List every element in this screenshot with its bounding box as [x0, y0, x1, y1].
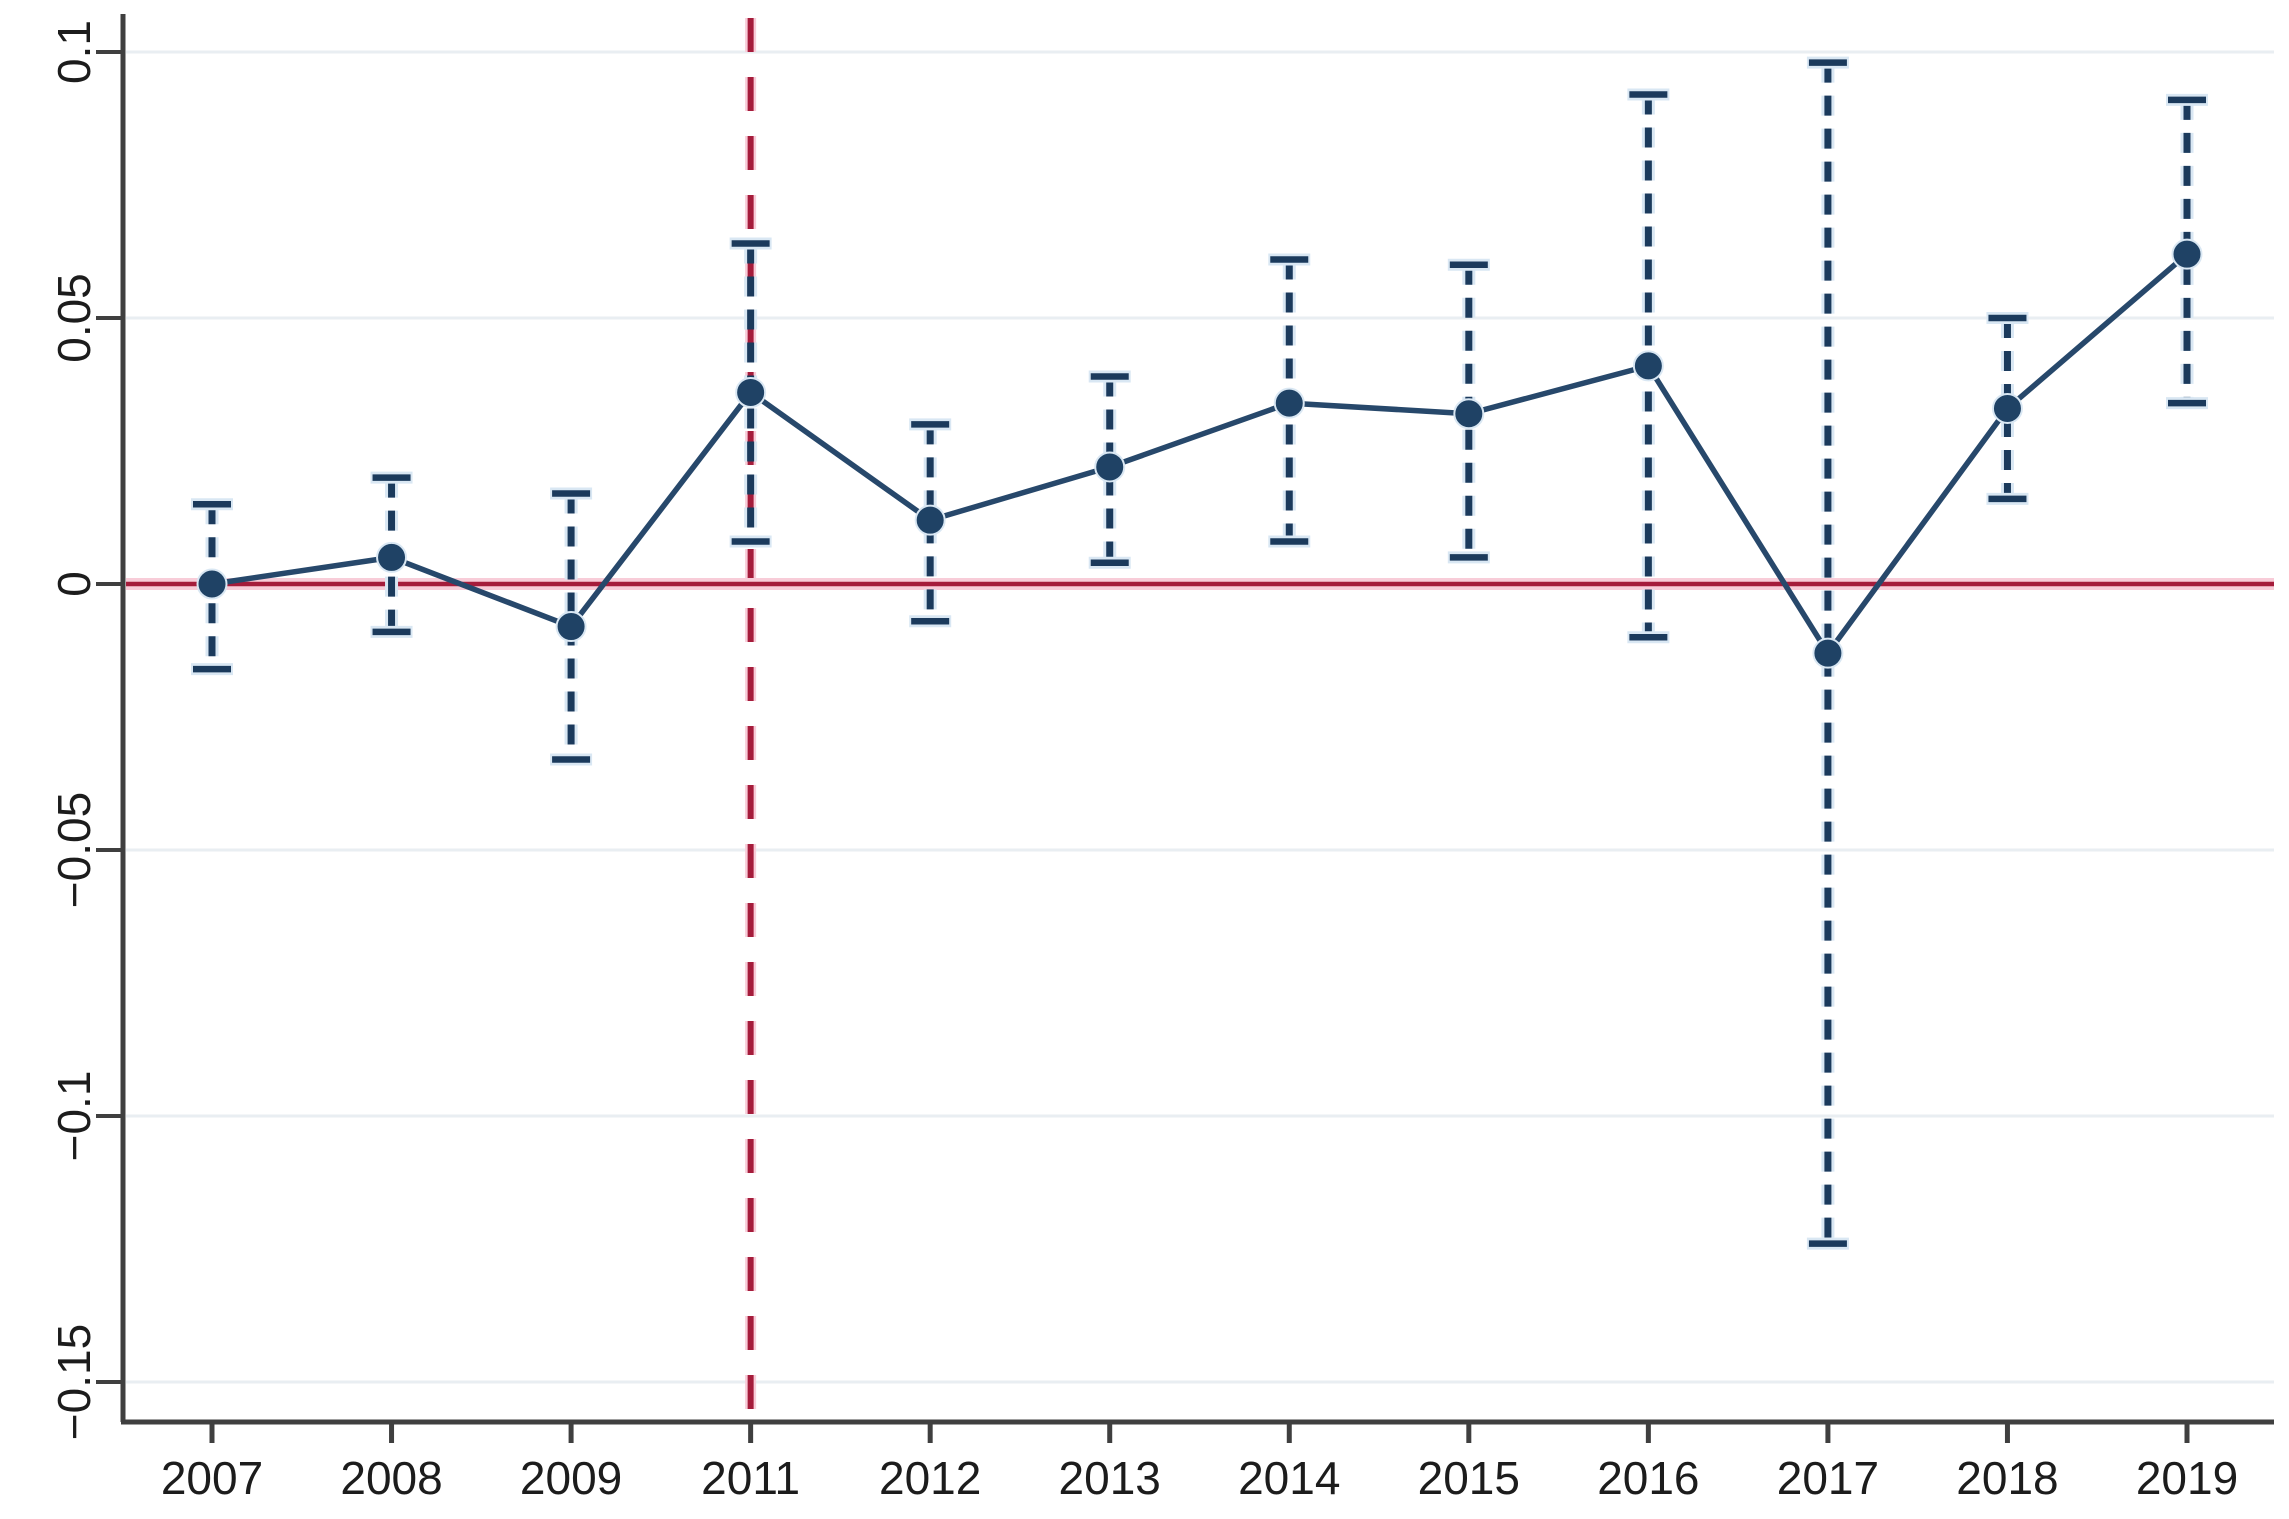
- data-point-marker: [555, 611, 587, 643]
- data-point-marker: [196, 568, 228, 600]
- x-tick-label: 2017: [1777, 1452, 1879, 1504]
- y-tick-label: 0.1: [48, 20, 100, 84]
- data-point-marker: [914, 504, 946, 536]
- y-tick-label: −0.15: [48, 1324, 100, 1440]
- x-tick-label: 2007: [161, 1452, 263, 1504]
- data-point-marker: [376, 541, 408, 573]
- x-tick-label: 2014: [1238, 1452, 1340, 1504]
- x-tick-label: 2009: [520, 1452, 622, 1504]
- x-tick-label: 2016: [1597, 1452, 1699, 1504]
- series-line: [211, 252, 2189, 656]
- y-tick-label: −0.05: [48, 792, 100, 908]
- x-tick-label: 2008: [340, 1452, 442, 1504]
- y-tick-label: 0: [48, 571, 100, 597]
- x-tick-label: 2013: [1059, 1452, 1161, 1504]
- data-point-marker: [1991, 392, 2023, 424]
- data-point-marker: [2171, 238, 2203, 270]
- x-tick-label: 2018: [1956, 1452, 2058, 1504]
- x-tick-label: 2019: [2136, 1452, 2238, 1504]
- x-tick-label: 2012: [879, 1452, 981, 1504]
- data-point-marker: [1812, 637, 1844, 669]
- x-tick-label: 2015: [1418, 1452, 1520, 1504]
- data-point-marker: [1094, 451, 1126, 483]
- y-tick-label: −0.1: [48, 1071, 100, 1162]
- data-point-marker: [1632, 350, 1664, 382]
- data-point-marker: [735, 376, 767, 408]
- x-tick-label: 2011: [701, 1452, 800, 1504]
- data-point-marker: [1273, 387, 1305, 419]
- data-point-marker: [1453, 398, 1485, 430]
- y-tick-label: 0.05: [48, 273, 100, 363]
